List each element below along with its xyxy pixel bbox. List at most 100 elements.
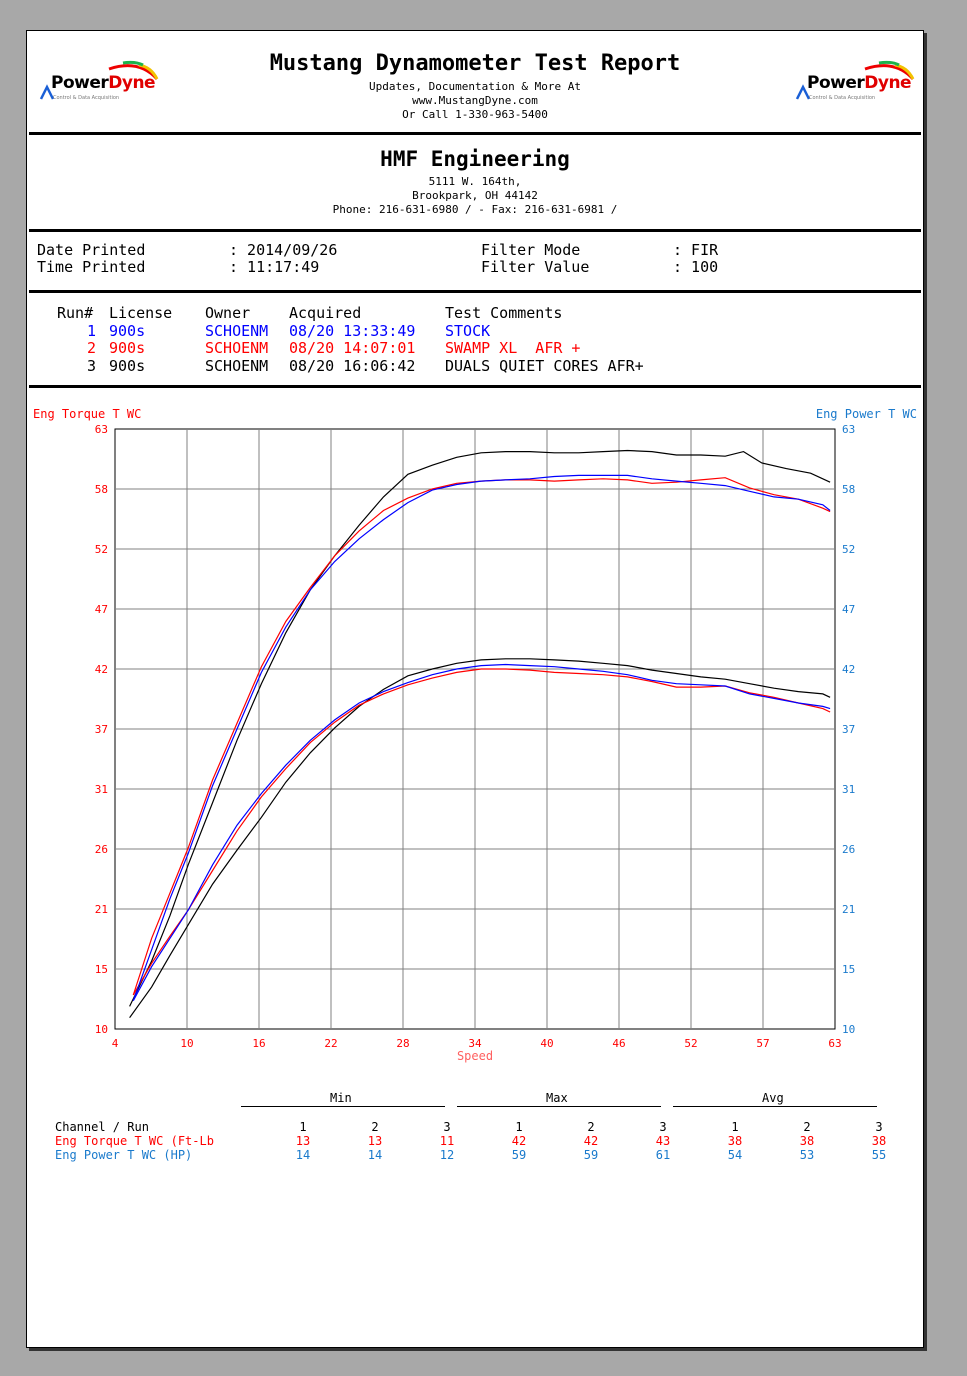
x-tick-label: 22 <box>324 1037 337 1050</box>
run-column-header: 2 <box>371 1120 379 1134</box>
run-acquired: 08/20 13:33:49 <box>289 322 416 340</box>
run-number: 2 <box>87 339 97 357</box>
summary-value: 12 <box>439 1148 455 1162</box>
run-column-header: 2 <box>587 1120 595 1134</box>
run-column-header: 3 <box>659 1120 667 1134</box>
summary-value: 11 <box>439 1134 455 1148</box>
time-printed-value: : 11:17:49 <box>229 258 320 276</box>
report-title: Mustang Dynamometer Test Report <box>269 51 681 76</box>
shop-phone: Phone: 216-631-6980 / - Fax: 216-631-698… <box>332 203 618 216</box>
left-tick-label: 58 <box>95 483 108 496</box>
summary-value: 43 <box>655 1134 671 1148</box>
runs-header-run: Run# <box>57 304 94 322</box>
power-row-label: Eng Power T WC (HP) <box>55 1148 193 1162</box>
run-column-header: 1 <box>731 1120 739 1134</box>
left-tick-label: 21 <box>95 903 108 916</box>
right-tick-label: 58 <box>842 483 855 496</box>
right-tick-label: 15 <box>842 963 855 976</box>
x-tick-label: 4 <box>112 1037 119 1050</box>
right-tick-label: 21 <box>842 903 855 916</box>
summary-value: 54 <box>727 1148 743 1162</box>
x-tick-label: 57 <box>756 1037 769 1050</box>
summary-value: 38 <box>799 1134 815 1148</box>
logo-swoosh-icon <box>795 60 915 100</box>
series-line-run-2-torque <box>132 668 831 996</box>
run-acquired: 08/20 14:07:01 <box>289 339 416 357</box>
logo-right-part2: Dyne <box>864 73 912 93</box>
run-comment: SWAMP XL AFR + <box>445 339 581 357</box>
series-line-run-2-power <box>132 477 831 996</box>
summary-value: 59 <box>511 1148 527 1162</box>
filter-value-label: Filter Value <box>481 258 590 276</box>
logo-swoosh-icon <box>39 60 159 100</box>
runs-header-owner: Owner <box>205 304 251 322</box>
summary-value: 38 <box>727 1134 743 1148</box>
shop-info: HMF Engineering 5111 W. 164th, Brookpark… <box>29 132 921 229</box>
summary-value: 59 <box>583 1148 599 1162</box>
summary-value: 42 <box>583 1134 599 1148</box>
chart-grid <box>114 428 836 1030</box>
series-line-run-3-power <box>129 449 831 1007</box>
left-tick-label: 10 <box>95 1023 108 1036</box>
time-printed-label: Time Printed <box>37 258 146 276</box>
right-tick-label: 31 <box>842 783 855 796</box>
x-tick-label: 46 <box>612 1037 625 1050</box>
run-column-header: 2 <box>803 1120 811 1134</box>
run-comment: STOCK <box>445 322 491 340</box>
runs-header-comments: Test Comments <box>445 304 563 322</box>
x-axis-title: Speed <box>456 1049 494 1063</box>
run-number: 3 <box>87 357 97 375</box>
summary-value: 13 <box>295 1134 311 1148</box>
print-info: Date Printed : 2014/09/26 Time Printed :… <box>29 229 921 290</box>
header-line1: Updates, Documentation & More At <box>369 80 581 93</box>
report-page: PowerDyne Control & Data Acquisition Mus… <box>26 30 924 1348</box>
right-tick-label: 37 <box>842 723 855 736</box>
group-min: Min <box>330 1091 352 1105</box>
right-tick-label: 26 <box>842 843 855 856</box>
x-tick-label: 28 <box>396 1037 409 1050</box>
left-tick-label: 47 <box>95 603 108 616</box>
left-tick-label: 26 <box>95 843 108 856</box>
summary-value: 38 <box>871 1134 887 1148</box>
series-line-run-1-torque <box>132 663 831 1001</box>
runs-table: Run# License Owner Acquired Test Comment… <box>29 290 921 388</box>
left-axis-label: Eng Torque T WC <box>33 407 141 421</box>
x-tick-label: 34 <box>468 1037 482 1050</box>
group-divider <box>457 1106 661 1107</box>
header-line2: www.MustangDyne.com <box>412 94 538 107</box>
right-tick-label: 52 <box>842 543 855 556</box>
logo-left-part1: Power <box>51 73 109 93</box>
group-divider <box>241 1106 445 1107</box>
right-tick-label: 47 <box>842 603 855 616</box>
chart-series <box>129 449 831 1019</box>
logo-right-part1: Power <box>807 73 865 93</box>
run-owner: SCHOENM <box>205 357 269 375</box>
header-line3: Or Call 1-330-963-5400 <box>402 108 548 121</box>
filter-mode-label: Filter Mode <box>481 241 581 259</box>
x-tick-label: 16 <box>252 1037 265 1050</box>
shop-city: Brookpark, OH 44142 <box>412 189 538 202</box>
summary-value: 61 <box>655 1148 671 1162</box>
group-max: Max <box>546 1091 568 1105</box>
summary-value: 13 <box>367 1134 383 1148</box>
group-avg: Avg <box>762 1091 784 1105</box>
right-axis-label: Eng Power T WC <box>816 407 917 421</box>
powerdyne-logo-left: PowerDyne Control & Data Acquisition <box>39 59 169 109</box>
left-tick-label: 37 <box>95 723 108 736</box>
series-line-run-3-torque <box>129 658 831 1019</box>
left-tick-label: 52 <box>95 543 108 556</box>
summary-value: 14 <box>367 1148 383 1162</box>
torque-row-label: Eng Torque T WC (Ft-Lb <box>55 1134 214 1148</box>
left-tick-label: 31 <box>95 783 108 796</box>
dyno-chart: Eng Torque T WC Eng Power T WC 4 10 16 22 28… <box>33 407 917 1050</box>
left-tick-label: 15 <box>95 963 108 976</box>
run-column-header: 1 <box>515 1120 523 1134</box>
date-printed-value: : 2014/09/26 <box>229 241 338 259</box>
runs-header-acquired: Acquired <box>289 304 362 322</box>
filter-mode-value: : FIR <box>673 241 719 259</box>
run-column-header: 3 <box>443 1120 451 1134</box>
right-tick-label: 10 <box>842 1023 855 1036</box>
summary-value: 42 <box>511 1134 527 1148</box>
group-divider <box>673 1106 877 1107</box>
